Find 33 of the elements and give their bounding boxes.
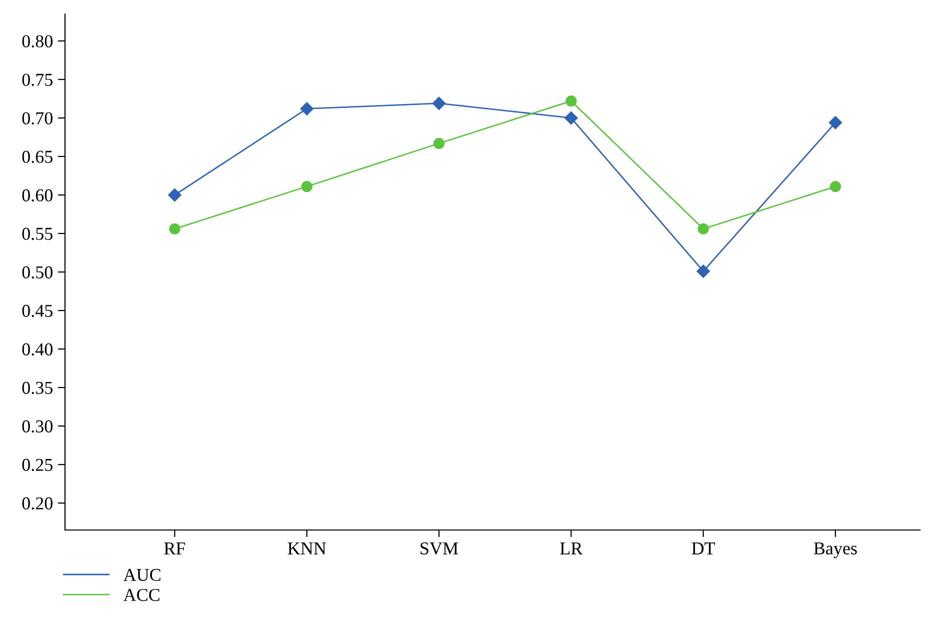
point: [168, 188, 182, 202]
y-tick-label: 0.65: [22, 150, 52, 163]
point: [828, 116, 842, 130]
point: [301, 180, 312, 192]
x-tick-label: SVM: [420, 542, 458, 555]
point: [564, 111, 578, 125]
y-tick-label: 0.75: [22, 74, 52, 86]
y-tick-label: 0.30: [22, 420, 53, 433]
x-tick-label: KNN: [288, 542, 326, 554]
x-tick-label: LR: [560, 542, 583, 554]
y-tick-label: 0.70: [22, 112, 53, 124]
y-tick-label: 0.40: [22, 343, 53, 356]
point: [432, 96, 446, 110]
point: [433, 138, 445, 149]
x-tick-label: RF: [164, 542, 186, 554]
y-tick-label: 0.35: [22, 382, 52, 394]
y-tick-label: 0.20: [22, 497, 53, 510]
y-tick-label: 0.25: [22, 458, 52, 472]
point: [696, 264, 710, 278]
point: [169, 223, 180, 234]
x-tick-label: DT: [692, 542, 716, 554]
x-tick-label: Bayes: [814, 542, 857, 558]
point: [300, 102, 314, 116]
y-tick-label: 0.60: [22, 189, 53, 202]
point: [566, 95, 577, 107]
y-tick-label: 0.50: [22, 266, 53, 279]
legend-label: ACC: [123, 588, 160, 602]
point: [698, 223, 709, 234]
point: [830, 180, 841, 192]
y-tick-label: 0.45: [22, 304, 52, 318]
y-tick-label: 0.55: [22, 228, 52, 240]
legend-label: AUC: [123, 568, 160, 581]
y-tick-label: 0.80: [22, 35, 53, 48]
